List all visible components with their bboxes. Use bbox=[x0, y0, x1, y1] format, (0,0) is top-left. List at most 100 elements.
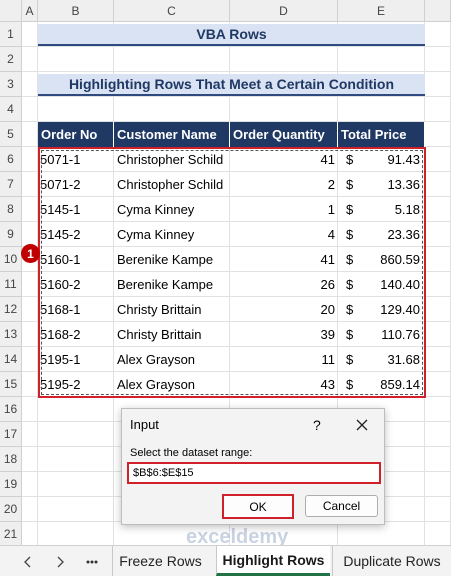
row-header: 17 bbox=[0, 422, 22, 447]
currency: $ bbox=[346, 327, 354, 342]
cell bbox=[425, 347, 451, 372]
cell bbox=[425, 147, 451, 172]
total-price: 859.14 bbox=[380, 377, 420, 392]
customer-name: Cyma Kinney bbox=[117, 202, 195, 217]
cancel-button[interactable]: Cancel bbox=[305, 495, 378, 517]
range-input[interactable]: $B$6:$E$15 bbox=[127, 462, 381, 484]
cell bbox=[38, 347, 114, 372]
row-header: 2 bbox=[0, 47, 22, 72]
ok-button[interactable]: OK bbox=[222, 494, 294, 519]
cell bbox=[338, 522, 425, 547]
total-price: 5.18 bbox=[394, 202, 420, 217]
cell bbox=[230, 47, 338, 72]
row-header: 8 bbox=[0, 197, 22, 222]
cell bbox=[22, 347, 38, 372]
total-price: 129.40 bbox=[380, 302, 420, 317]
cell bbox=[114, 247, 230, 272]
order-no: 5160-1 bbox=[40, 252, 81, 267]
total-price: 860.59 bbox=[380, 252, 420, 267]
cell bbox=[38, 147, 114, 172]
cell bbox=[425, 522, 451, 547]
cell bbox=[114, 322, 230, 347]
order-quantity: 43 bbox=[320, 377, 335, 392]
cell bbox=[114, 97, 230, 122]
row-header: 11 bbox=[0, 272, 22, 297]
cell bbox=[22, 97, 38, 122]
cell bbox=[230, 147, 338, 172]
dialog-prompt: Select the dataset range: bbox=[130, 447, 253, 459]
cell bbox=[22, 372, 38, 397]
order-no: 5145-2 bbox=[40, 227, 81, 242]
cell bbox=[22, 322, 38, 347]
cell bbox=[425, 297, 451, 322]
order-quantity: 4 bbox=[327, 227, 335, 242]
cell bbox=[114, 172, 230, 197]
order-no: 5071-2 bbox=[40, 177, 81, 192]
cell bbox=[38, 272, 114, 297]
cell bbox=[425, 197, 451, 222]
cell bbox=[425, 72, 451, 97]
currency: $ bbox=[346, 152, 354, 167]
cell bbox=[230, 222, 338, 247]
cell bbox=[38, 47, 114, 72]
cell bbox=[38, 422, 114, 447]
cell bbox=[114, 272, 230, 297]
total-price: 91.43 bbox=[387, 152, 420, 167]
row-header: 7 bbox=[0, 172, 22, 197]
close-button[interactable] bbox=[356, 419, 368, 431]
row-header: 14 bbox=[0, 347, 22, 372]
row-header: 10 bbox=[0, 247, 22, 272]
cell bbox=[425, 122, 451, 147]
sheet-tab[interactable]: Highlight Rows bbox=[216, 546, 330, 576]
row-header: 19 bbox=[0, 472, 22, 497]
sheet-tab[interactable]: Freeze Rows bbox=[112, 546, 208, 576]
table-header: Total Price bbox=[338, 122, 425, 147]
cell bbox=[22, 422, 38, 447]
cell bbox=[22, 522, 38, 547]
tab-navigation[interactable] bbox=[22, 555, 112, 569]
sheet-tab[interactable]: Duplicate Rows bbox=[332, 546, 451, 576]
order-no: 5071-1 bbox=[40, 152, 81, 167]
cell bbox=[230, 347, 338, 372]
cell bbox=[425, 397, 451, 422]
row-header: 9 bbox=[0, 222, 22, 247]
cell bbox=[425, 447, 451, 472]
order-quantity: 2 bbox=[327, 177, 335, 192]
row-header: 20 bbox=[0, 497, 22, 522]
cell bbox=[22, 147, 38, 172]
help-button[interactable]: ? bbox=[313, 417, 321, 433]
cell bbox=[22, 122, 38, 147]
column-header: D bbox=[230, 0, 338, 22]
order-quantity: 1 bbox=[327, 202, 335, 217]
cell bbox=[22, 172, 38, 197]
cell bbox=[338, 97, 425, 122]
cell bbox=[425, 172, 451, 197]
cell bbox=[230, 297, 338, 322]
row-header: 16 bbox=[0, 397, 22, 422]
selection-highlight bbox=[38, 147, 426, 398]
column-header: C bbox=[114, 0, 230, 22]
cell bbox=[425, 497, 451, 522]
sheet-tab-bar: Freeze Rows Highlight Rows Duplicate Rows bbox=[0, 545, 451, 576]
input-dialog: Input ? Select the dataset range: $B$6:$… bbox=[121, 408, 385, 525]
order-quantity: 26 bbox=[320, 277, 335, 292]
cell bbox=[22, 297, 38, 322]
cell bbox=[22, 272, 38, 297]
row-header: 4 bbox=[0, 97, 22, 122]
customer-name: Christopher Schild bbox=[117, 152, 224, 167]
customer-name: Alex Grayson bbox=[117, 352, 196, 367]
cell bbox=[230, 247, 338, 272]
order-quantity: 11 bbox=[321, 352, 336, 367]
title-cell: VBA Rows bbox=[38, 24, 425, 46]
customer-name: Christy Brittain bbox=[117, 302, 202, 317]
cell bbox=[38, 172, 114, 197]
order-no: 5195-2 bbox=[40, 377, 81, 392]
total-price: 140.40 bbox=[380, 277, 420, 292]
row-header: 18 bbox=[0, 447, 22, 472]
cell bbox=[22, 447, 38, 472]
row-header: 1 bbox=[0, 22, 22, 47]
corner-cell bbox=[0, 0, 22, 22]
cell bbox=[425, 47, 451, 72]
table-header: Order Quantity bbox=[230, 122, 338, 147]
